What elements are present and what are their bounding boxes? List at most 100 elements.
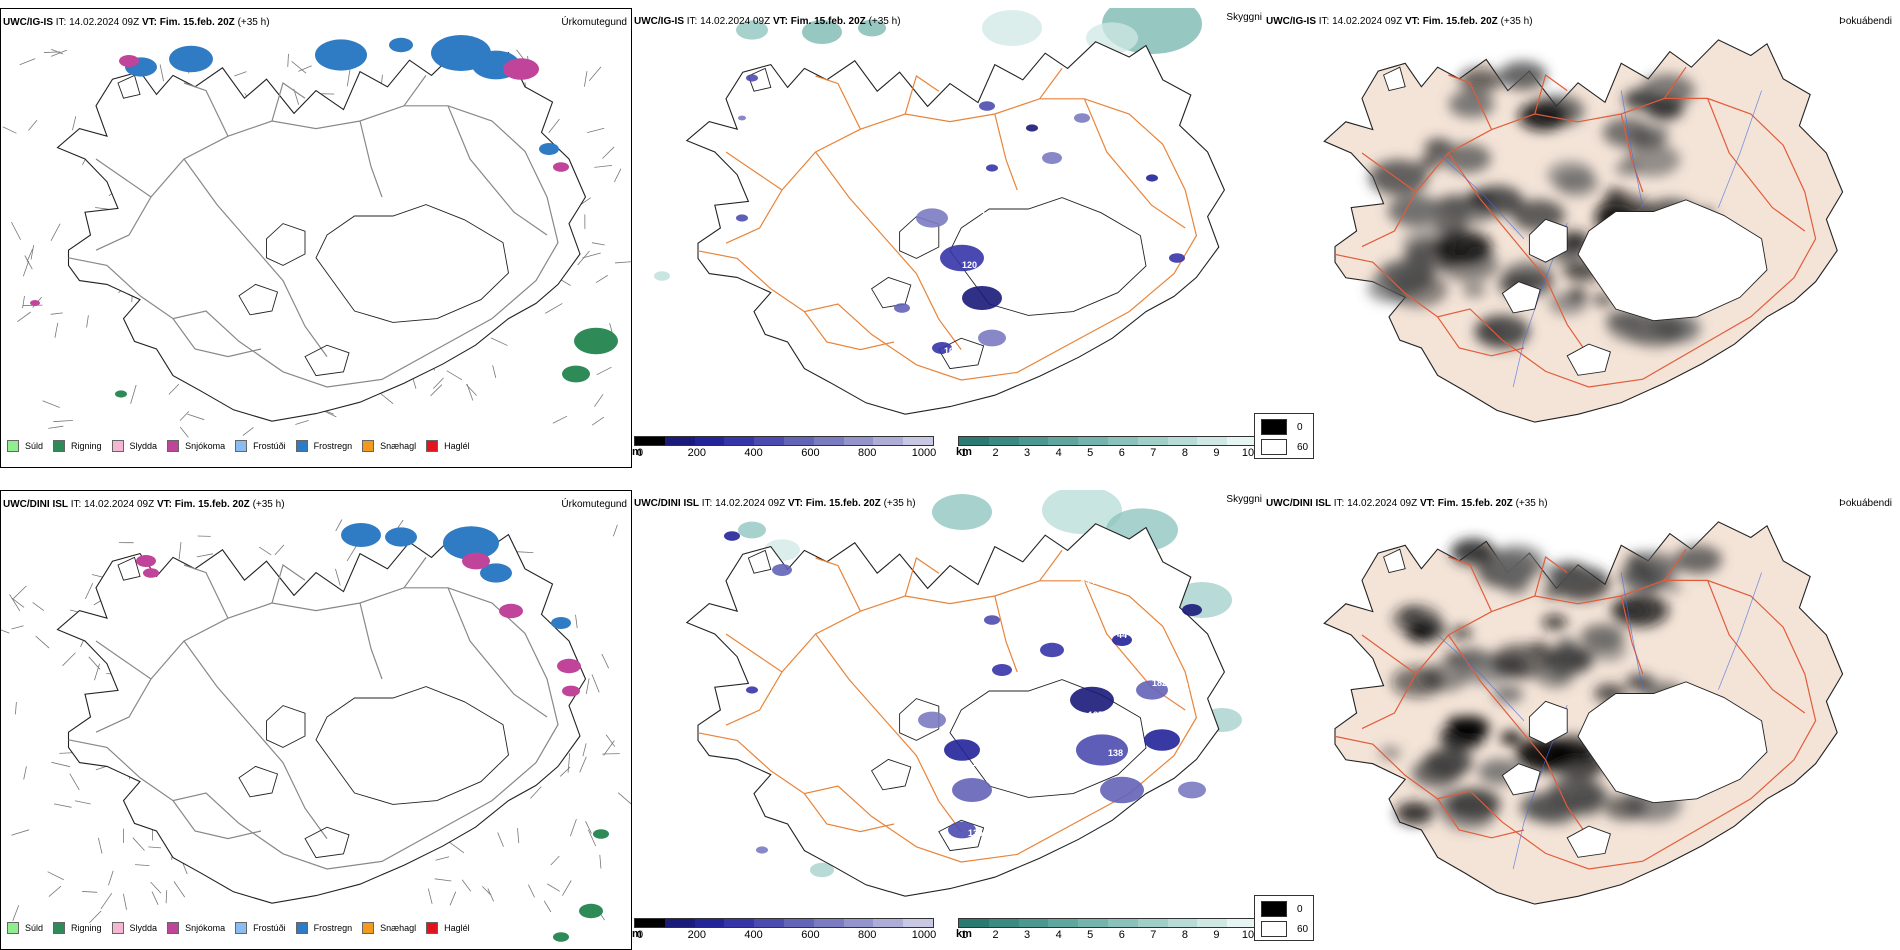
wind-barb [35,635,50,649]
wind-barb [148,846,162,849]
scale-swatch [903,919,933,927]
road-line [725,151,783,191]
ceiling-area [940,244,984,272]
wind-barb [11,625,24,630]
ceiling-area [1178,781,1206,799]
legend-item: Frostregn [295,922,352,934]
fog-area [1450,538,1496,566]
glacier-outline [1383,66,1406,92]
legend-label: Snjókoma [185,441,226,451]
wind-barb [548,118,560,134]
ceiling-area [916,208,948,228]
ceiling-area [1169,253,1185,263]
road-line [1534,556,1568,597]
scale-tick-label: 2 [992,447,999,459]
glacier-outline [315,204,509,323]
glacier-outline [949,197,1147,316]
road-line [1083,580,1186,711]
glacier-outline [1501,763,1541,796]
wind-barb [2,126,17,134]
scale-tick-label: 0 [636,929,644,941]
fog-legend-row: 60 [1261,921,1308,937]
ceiling-visibility-map: 894 32 37 284 255 44 111 200 182 117 136 119 125 138 1… [685,490,1242,897]
road-line [1361,634,1417,675]
wind-barb [11,221,21,240]
glacier-outline [1383,548,1406,574]
fog-area [1664,582,1682,593]
wind-barb [82,891,98,893]
ceiling-area [978,329,1006,347]
wind-barb [50,49,68,57]
ceiling-area [1100,776,1144,804]
road-line [904,75,940,115]
fog-area [1567,288,1587,301]
precip-area [480,563,512,583]
panel-header: UWC/IG-IS IT: 14.02.2024 09Z VT: Fim. 15… [3,17,270,28]
wind-barb [51,761,71,768]
river-line [1718,572,1762,690]
visibility-area [654,271,670,281]
road-line [994,113,1018,191]
ceiling-value-label: 119 [984,677,999,687]
road-line [1447,634,1590,839]
wind-barb [123,893,127,910]
fog-area [1435,230,1493,265]
wind-barb [42,400,60,408]
wind-barb [187,413,205,421]
visibility-scale: 1 2 3 4 5 6 7 8 9 10 km [956,436,1258,460]
scale-tick-label: 4 [1055,447,1062,459]
fog-legend-row: 60 [1261,439,1308,455]
legend-label: Haglél [444,441,470,451]
wind-barb [550,855,560,866]
glacier-outline [238,283,279,316]
road-line [1039,550,1063,582]
scale-swatch [959,919,989,927]
scale-tick-label: 0 [636,447,644,459]
road-line [1334,97,1817,388]
ceiling-visibility-panel: UWC/IG-IS IT: 14.02.2024 09Z VT: Fim. 15… [632,8,1264,468]
fog-area [1503,322,1525,335]
road-line [1534,74,1568,115]
legend-label: Frostregn [313,441,353,451]
precip-area [579,903,603,919]
ceiling-area [724,531,740,541]
wind-barb [151,891,159,905]
scale-tick-label: 6 [1118,929,1125,941]
legend-swatch [7,922,19,934]
scale-swatch [1167,919,1198,927]
wind-barb [32,602,45,612]
fog-area [1434,194,1477,220]
fog-legend-label: 60 [1297,923,1309,935]
road-line [1707,580,1806,714]
fog-area [1555,170,1599,197]
ceiling-value-label: 50 [990,310,1000,320]
road-line [1663,548,1687,581]
scale-tick-label: 600 [801,929,820,941]
wind-barb [446,370,463,381]
scale-tick-label: 8 [1181,929,1188,941]
road-line [815,151,962,350]
iceland-coastline [685,523,1226,897]
road-line [1334,579,1817,870]
wind-barb [62,652,76,667]
road-line [697,580,1198,863]
wind-barb [50,312,63,315]
precip-area [539,143,559,155]
scale-tick-label: 5 [1087,447,1094,459]
legend-item: Snjókoma [167,922,225,934]
fog-area [1492,685,1524,704]
fog-area [1448,90,1495,118]
wind-barb [159,64,164,82]
scale-tick-label: 6 [1118,447,1125,459]
road-line [803,793,895,833]
glacier-outline [117,556,141,581]
precip-area [593,829,609,839]
ceiling-area [979,101,995,111]
scale-tick-label: 10 [1241,447,1255,459]
wind-barb [26,248,33,262]
scale-swatch [664,919,695,927]
wind-barb [594,164,613,168]
legend-swatch [111,922,124,934]
wind-barb [291,60,307,74]
visibility-area [802,20,842,44]
